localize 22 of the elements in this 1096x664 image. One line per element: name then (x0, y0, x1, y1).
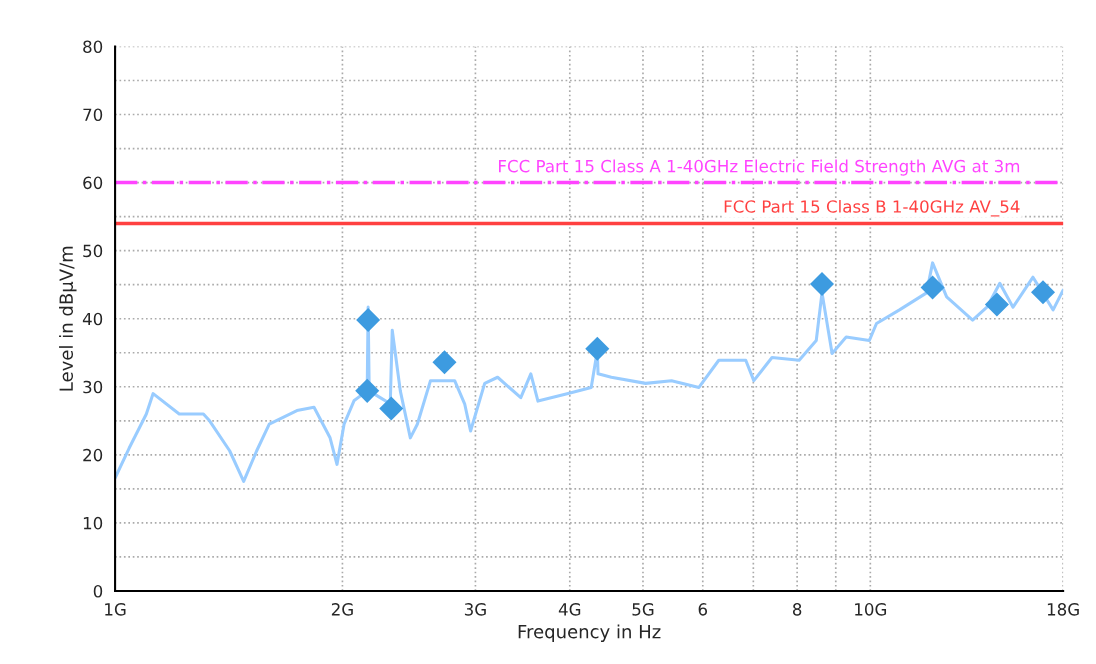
x-tick-label: 2G (331, 603, 353, 616)
x-tick-label: 1G (105, 603, 126, 616)
y-tick-label: 50 (83, 244, 103, 258)
y-tick-label: 30 (83, 380, 103, 394)
x-tick-label: 6 (698, 603, 708, 616)
x-tick-label: 8 (792, 603, 802, 616)
x-tick-label: 4G (558, 603, 581, 616)
ref-line-label: FCC Part 15 Class A 1-40GHz Electric Field Strength AVG at 3m (499, 159, 1020, 176)
y-tick-label: 20 (83, 448, 103, 462)
y-tick-label: 0 (93, 584, 103, 598)
x-tick-label: 10G (855, 603, 887, 616)
y-tick-label: 40 (82, 312, 103, 326)
x-tick-label: 3G (464, 603, 486, 616)
y-tick-label: 70 (83, 108, 103, 122)
y-axis-title: Level in dBµV/m (59, 246, 77, 391)
y-tick-label: 10 (83, 516, 103, 530)
y-tick-label: 60 (83, 176, 103, 190)
x-tick-label: 5G (632, 603, 654, 616)
x-tick-label: 18G (1047, 603, 1079, 616)
ref-line-label: FCC Part 15 Class B 1-40GHz AV_54 (724, 199, 1020, 217)
y-tick-label: 80 (83, 40, 103, 54)
x-axis-title: Frequency in Hz (518, 624, 661, 642)
